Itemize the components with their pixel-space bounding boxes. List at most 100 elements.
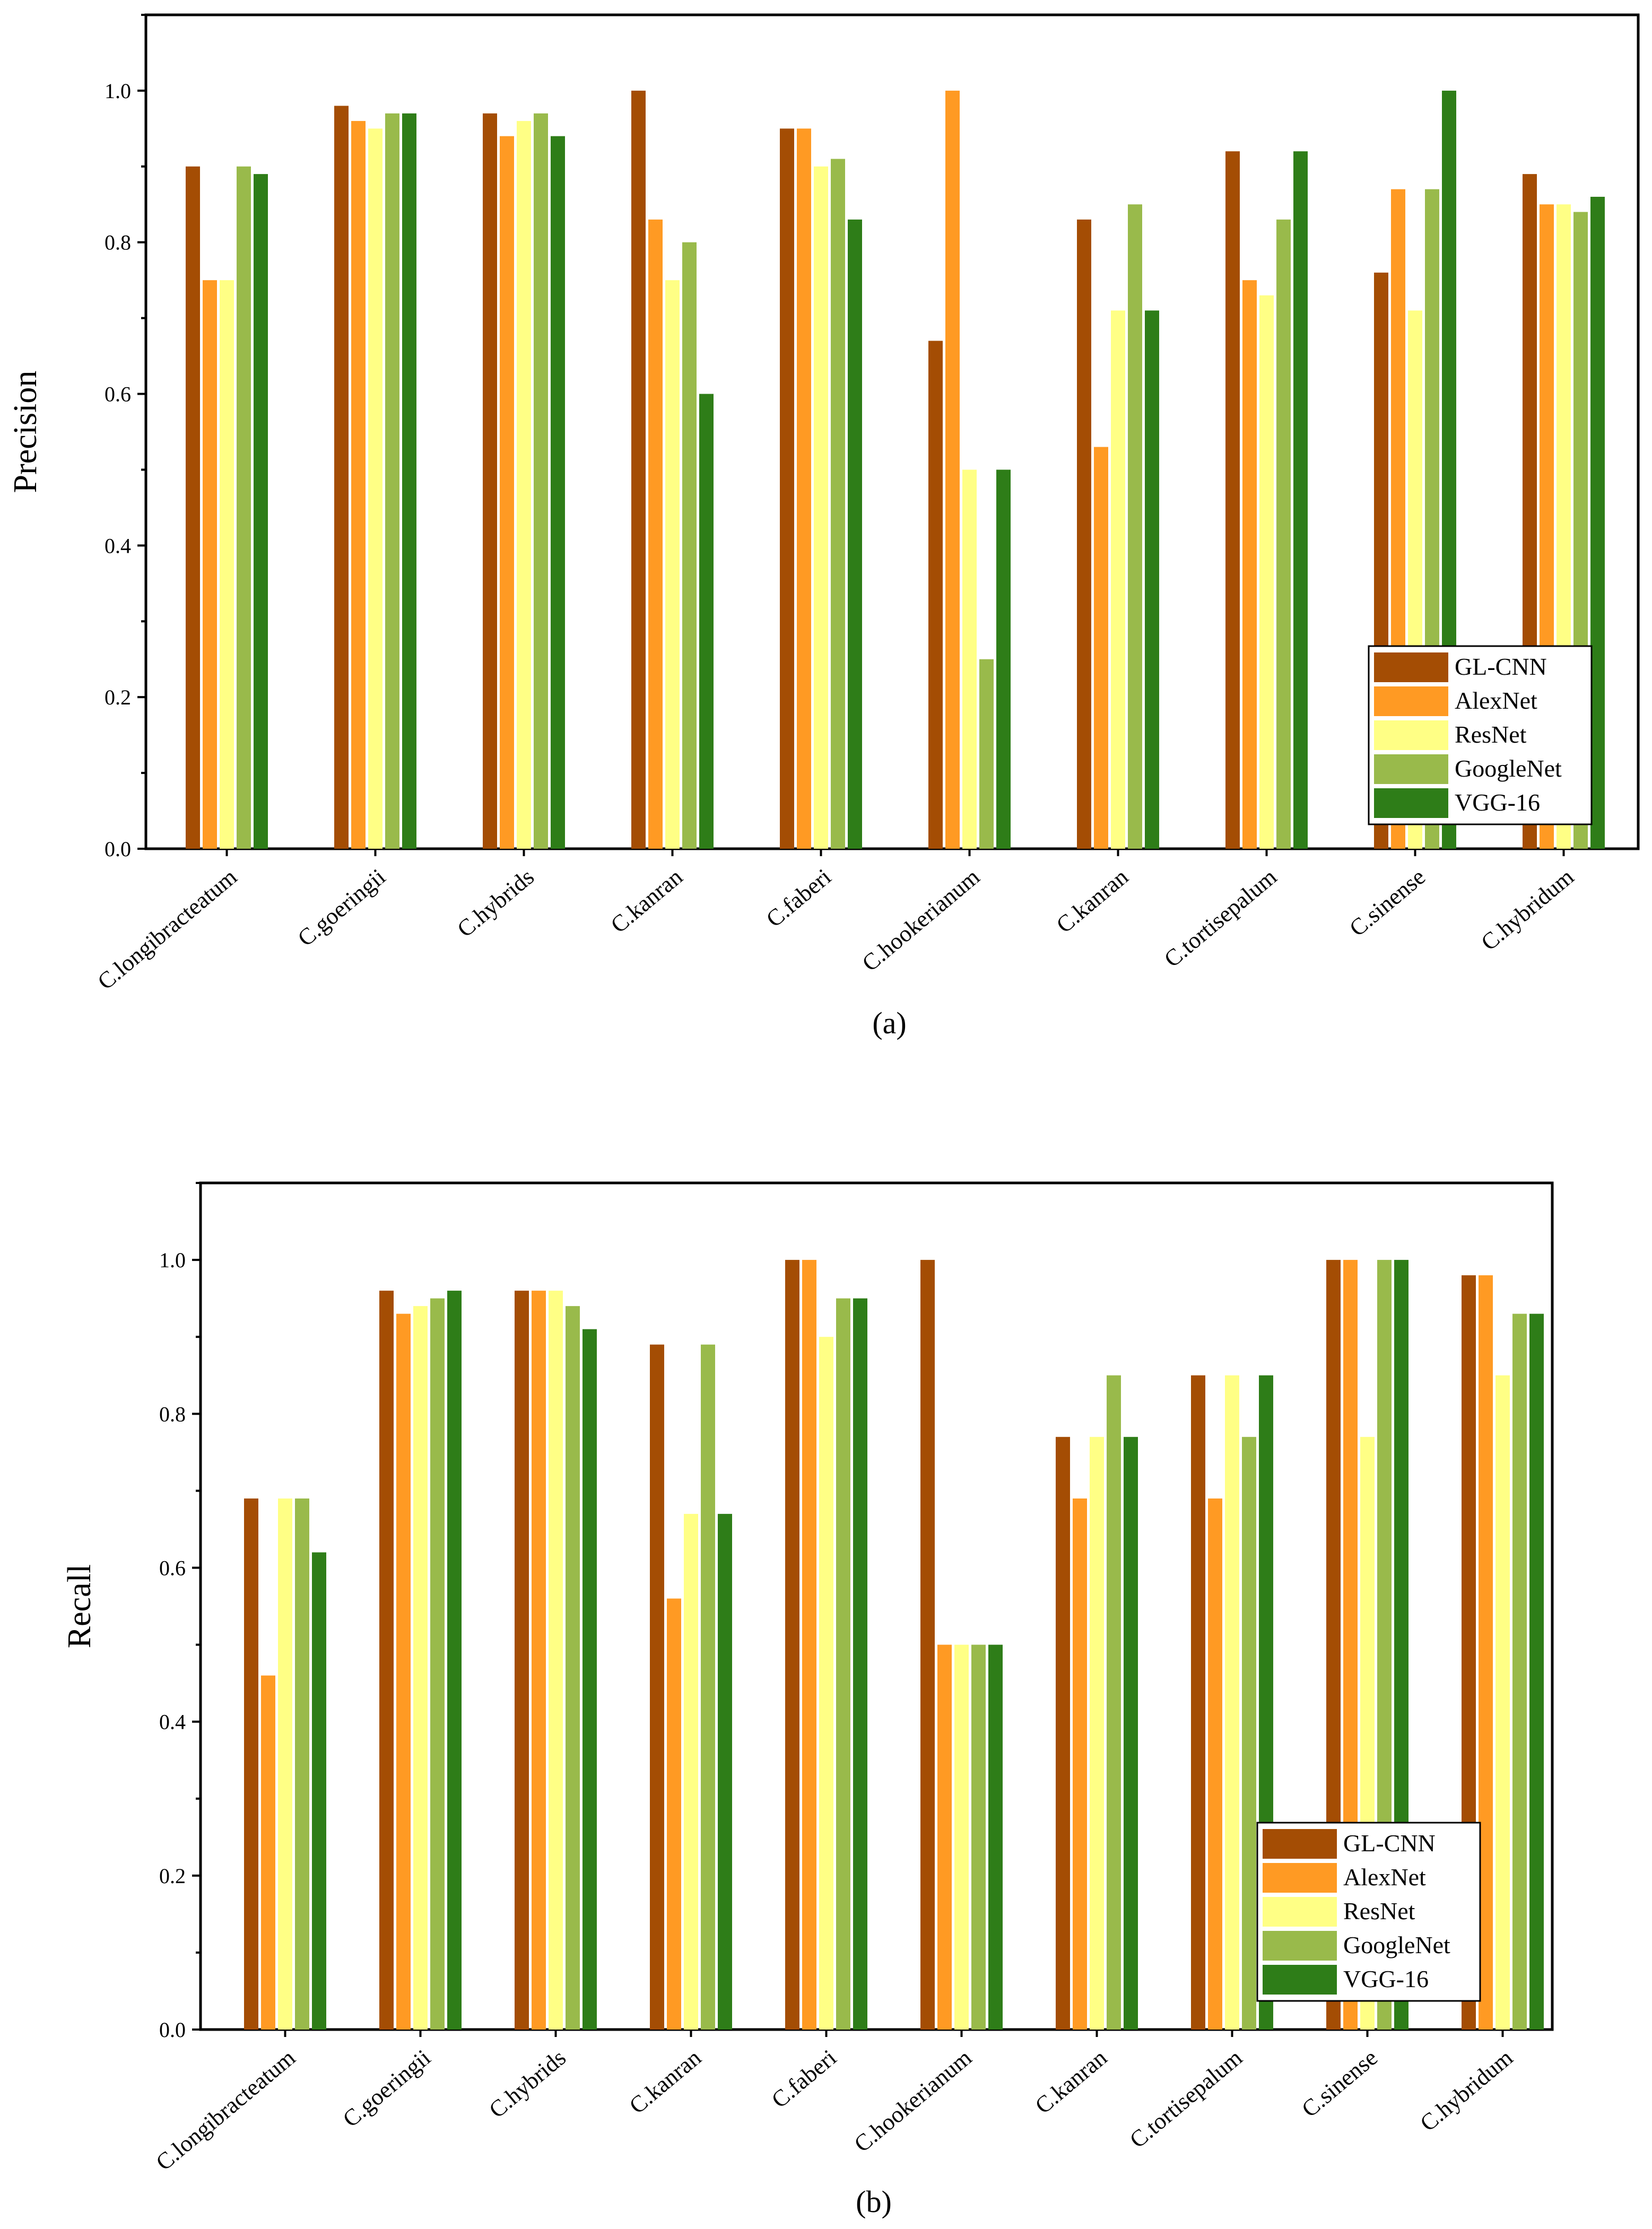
x-tick-label: C.sinense (1344, 864, 1430, 942)
x-tick-label: C.hybrids (484, 2044, 571, 2123)
legend-label: AlexNet (1343, 1864, 1426, 1891)
bar-gl-cnn (186, 166, 200, 849)
bar-gl-cnn (1056, 1436, 1070, 2030)
panel-caption: (b) (856, 2184, 892, 2219)
bar-googlenet (971, 1644, 986, 2030)
legend-swatch (1263, 1965, 1337, 1995)
bar-vgg-16 (848, 219, 862, 849)
bar-vgg-16 (1590, 196, 1605, 849)
legend-swatch (1374, 720, 1448, 750)
bar-alexnet (203, 280, 217, 849)
bar-resnet (1496, 1375, 1510, 2030)
x-tick-label: C.hybridum (1476, 864, 1578, 955)
bar-vgg-16 (254, 174, 268, 849)
bar-gl-cnn (785, 1260, 799, 2030)
recall-chart: 0.0 0.2 0.4 0.6 0.8 1.0 Recall C.longibracteatu… (62, 1181, 1554, 2219)
x-tick-label: C.hookerianum (849, 2044, 977, 2157)
bar-googlenet (682, 242, 697, 849)
bar-vgg-16 (1124, 1436, 1138, 2030)
y-tick-label: 1.0 (105, 79, 131, 103)
x-tick-label: C.longibracteatum (93, 864, 242, 995)
x-tick-label: C.faberi (761, 864, 836, 932)
bar-resnet (962, 469, 977, 849)
bar-gl-cnn (920, 1260, 935, 2030)
legend-label: GoogleNet (1343, 1931, 1450, 1958)
panel-caption: (a) (872, 1006, 906, 1040)
legend-swatch (1374, 652, 1448, 682)
x-tick-label: C.goeringii (293, 864, 390, 952)
bar-resnet (954, 1644, 969, 2030)
y-tick-label: 0.0 (159, 2018, 186, 2042)
y-tick-label: 0.4 (105, 534, 131, 558)
legend-label: ResNet (1343, 1897, 1415, 1925)
legend-swatch (1374, 788, 1448, 818)
bar-googlenet (979, 659, 994, 849)
bar-vgg-16 (988, 1644, 1003, 2030)
bar-vgg-16 (402, 113, 416, 849)
x-tick-label: C.longibracteatum (151, 2044, 300, 2175)
bar-gl-cnn (483, 113, 497, 849)
y-tick-label: 0.8 (105, 231, 131, 255)
bar-gl-cnn (631, 90, 646, 849)
x-tick-label: C.kanran (606, 864, 688, 938)
y-tick-label: 0.2 (105, 685, 131, 709)
bar-googlenet (295, 1498, 309, 2030)
legend-label: GL-CNN (1455, 653, 1547, 680)
legend-label: GL-CNN (1343, 1830, 1436, 1857)
bar-vgg-16 (312, 1552, 326, 2030)
bar-googlenet (836, 1298, 850, 2030)
bar-resnet (684, 1513, 698, 2030)
bar-alexnet (667, 1598, 681, 2030)
bar-gl-cnn (244, 1498, 258, 2030)
bar-vgg-16 (853, 1298, 867, 2030)
bar-resnet (278, 1498, 292, 2030)
bar-alexnet (396, 1313, 411, 2030)
bar-googlenet (430, 1298, 445, 2030)
bar-resnet (368, 128, 382, 849)
x-tick-label: C.faberi (767, 2044, 841, 2113)
bar-googlenet (1276, 219, 1291, 849)
bar-googlenet (831, 159, 845, 849)
bar-gl-cnn (334, 106, 349, 849)
bar-alexnet (802, 1260, 816, 2030)
bar-googlenet (237, 166, 251, 849)
y-axis-title: Recall (62, 1564, 98, 1648)
y-tick-label: 0.0 (105, 837, 131, 861)
bar-vgg-16 (1529, 1313, 1544, 2030)
bar-resnet (220, 280, 234, 849)
bar-googlenet (1128, 204, 1142, 849)
bar-gl-cnn (650, 1344, 664, 2030)
x-tick-label: C.sinense (1297, 2044, 1383, 2122)
y-tick-label: 0.8 (159, 1402, 186, 1426)
bar-alexnet (945, 90, 960, 849)
x-tick-label: C.hybridum (1415, 2044, 1517, 2136)
y-tick-label: 0.2 (159, 1864, 186, 1888)
bar-vgg-16 (1145, 310, 1159, 849)
y-axis-title: Precision (7, 371, 44, 493)
bar-gl-cnn (1191, 1375, 1205, 2030)
bar-googlenet (1242, 1436, 1256, 2030)
bar-resnet (814, 166, 828, 849)
x-tick-label: C.kanran (624, 2044, 706, 2119)
x-tick-label: C.hookerianum (857, 864, 985, 977)
y-tick-label: 1.0 (159, 1248, 186, 1272)
x-tick-label: C.hybrids (452, 864, 539, 942)
legend: GL-CNN AlexNet ResNet GoogleNet VGG-16 (1256, 1822, 1481, 2002)
bar-resnet (1090, 1436, 1104, 2030)
bar-googlenet (1512, 1313, 1527, 2030)
bar-alexnet (351, 121, 366, 849)
bar-googlenet (385, 113, 399, 849)
legend-swatch (1263, 1931, 1337, 1961)
plot-frame (144, 13, 1640, 850)
y-tick-label: 0.6 (159, 1556, 186, 1580)
bar-resnet (1225, 1375, 1239, 2030)
bar-alexnet (500, 136, 514, 849)
bar-gl-cnn (515, 1291, 529, 2030)
legend-label: ResNet (1455, 721, 1527, 748)
precision-chart: 0.0 0.2 0.4 0.6 0.8 1.0 Precision C.longibracte… (7, 13, 1640, 1040)
bar-gl-cnn (379, 1291, 394, 2030)
x-tick-label: C.goeringii (338, 2044, 436, 2132)
plot-frame (199, 1181, 1554, 2031)
bar-resnet (413, 1306, 428, 2030)
